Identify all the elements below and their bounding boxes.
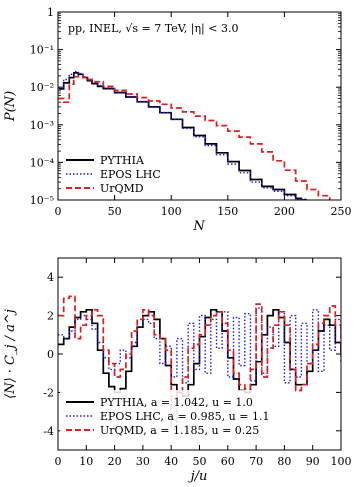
bottom-plot-frame <box>57 257 342 451</box>
bottom-xtick-label: 100 <box>331 455 352 468</box>
bottom-xtick-label: 90 <box>306 455 320 468</box>
top-legend-label-2: UrQMD <box>100 182 144 195</box>
top-xtick-label: 200 <box>274 205 295 218</box>
bottom-xtick-label: 50 <box>193 455 207 468</box>
bottom-series-line-1 <box>58 307 341 384</box>
bottom-xtick-label: 30 <box>136 455 150 468</box>
bottom-xtick-label: 80 <box>277 455 291 468</box>
bottom-ytick-label: 0 <box>47 348 54 361</box>
top-ytick-label: 10⁻¹ <box>30 44 54 57</box>
bottom-xtick-label: 20 <box>108 455 122 468</box>
top-series-layer <box>58 70 331 200</box>
bottom-ytick-label: 2 <box>47 310 54 323</box>
bottom-xtick-label: 60 <box>221 455 235 468</box>
top-series-line-2 <box>58 75 331 200</box>
top-plot-frame <box>57 11 342 201</box>
top-series-line-0 <box>59 72 307 200</box>
bottom-series-line-0 <box>58 308 341 398</box>
top-chart: 0 50 100 150 200 250 10⁻⁵ 10⁻⁴ 10⁻³ 10⁻² 10⁻¹ 1 pp,… <box>3 6 352 234</box>
top-xtick-label: 100 <box>161 205 182 218</box>
bottom-series-line-2 <box>58 295 341 430</box>
bottom-legend-label-2: UrQMD, a = 1.185, u = 0.25 <box>100 424 259 437</box>
top-xlabel: N <box>192 219 205 234</box>
bottom-ytick-label: -4 <box>43 425 54 438</box>
bottom-ytick-label: 4 <box>47 271 54 284</box>
bottom-chart: 0 10 20 30 40 50 60 70 80 90 100 -4 -2 0 2 4 j/u ⟨N⟩ · … <box>3 257 352 484</box>
top-xtick-label: 0 <box>55 205 62 218</box>
top-ylabel: P(N) <box>3 91 18 122</box>
top-xtick-label: 150 <box>217 205 238 218</box>
top-xtick-label: 250 <box>331 205 352 218</box>
top-series-line-1 <box>59 70 308 200</box>
top-ytick-label: 10⁻² <box>30 81 54 94</box>
top-legend: PYTHIA EPOS LHC UrQMD <box>66 154 161 195</box>
top-ytick-label: 1 <box>47 6 54 19</box>
top-ytick-label: 10⁻⁵ <box>30 194 54 207</box>
bottom-axis-ticks: 0 10 20 30 40 50 60 70 80 90 100 -4 -2 0 2 4 <box>43 258 352 468</box>
top-ytick-label: 10⁻³ <box>30 119 54 132</box>
bottom-xtick-label: 10 <box>79 455 93 468</box>
bottom-xlabel: j/u <box>188 469 208 484</box>
bottom-xtick-label: 40 <box>164 455 178 468</box>
bottom-series-layer <box>58 295 341 430</box>
top-ytick-label: 10⁻⁴ <box>30 156 55 169</box>
bottom-xtick-label: 0 <box>55 455 62 468</box>
top-xtick-label: 50 <box>108 205 122 218</box>
bottom-ytick-label: -2 <box>43 386 54 399</box>
top-legend-label-0: PYTHIA <box>100 154 145 167</box>
top-annotation: pp, INEL, √s = 7 TeV, |η| < 3.0 <box>68 22 238 36</box>
top-legend-label-1: EPOS LHC <box>100 168 161 181</box>
top-axis-ticks: 0 50 100 150 200 250 10⁻⁵ 10⁻⁴ 10⁻³ 10⁻² 10⁻¹ 1 <box>30 6 352 218</box>
bottom-legend-background <box>60 390 272 438</box>
bottom-legend-label-1: EPOS LHC, a = 0.985, u = 1.1 <box>100 410 269 423</box>
bottom-legend-label-0: PYTHIA, a = 1.042, u = 1.0 <box>100 396 253 409</box>
bottom-ylabel: ⟨N⟩ · C_j / a^j <box>3 309 18 399</box>
bottom-xtick-label: 70 <box>249 455 263 468</box>
bottom-legend: PYTHIA, a = 1.042, u = 1.0 EPOS LHC, a =… <box>60 390 272 438</box>
